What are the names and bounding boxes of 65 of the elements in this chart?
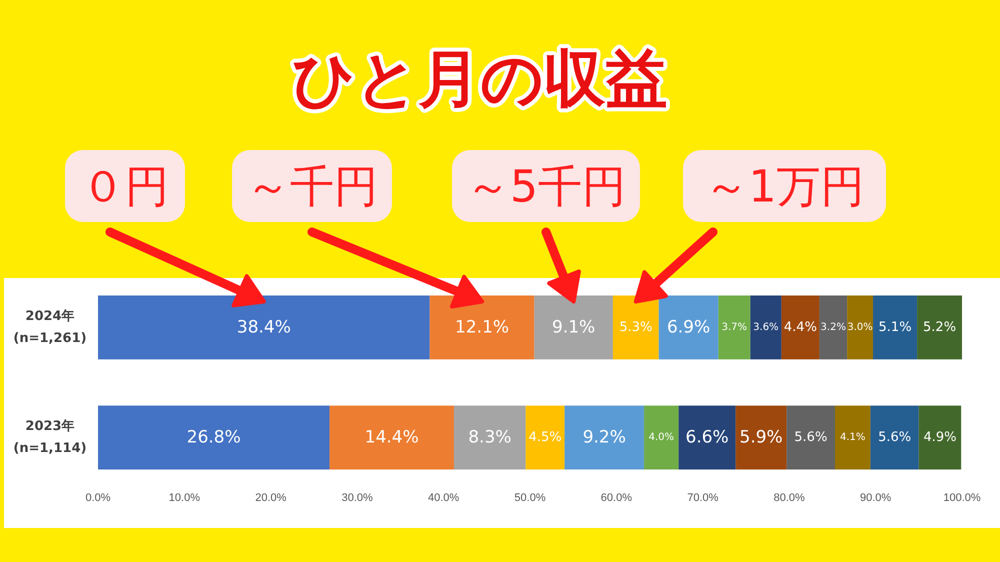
x-tick-label: 80.0% <box>774 492 806 504</box>
x-tick-label: 50.0% <box>514 492 546 504</box>
text: 12.1% <box>455 317 510 338</box>
text: ～千円 <box>246 162 378 212</box>
text: 4.5% <box>528 430 562 446</box>
x-tick-label: 60.0% <box>600 492 632 504</box>
text: 5.1% <box>878 320 912 335</box>
text: 3.0% <box>847 322 873 333</box>
x-tick-label: 10.0% <box>168 492 200 504</box>
bar <box>786 406 835 470</box>
x-tick-label: 40.0% <box>428 492 460 504</box>
bar <box>834 406 870 470</box>
bar <box>819 296 848 360</box>
text: 6.6% <box>686 428 729 448</box>
bar <box>430 296 534 360</box>
text: 5.2% <box>923 320 956 335</box>
chart-title: ひと月の収益 <box>292 42 668 115</box>
text: ～1万円 <box>704 162 864 212</box>
bar <box>847 296 874 360</box>
bar <box>534 296 613 360</box>
bar <box>917 296 962 360</box>
bar <box>736 406 787 470</box>
series-label: ～5千円 <box>466 162 626 212</box>
bar <box>873 296 918 360</box>
bar <box>98 296 430 360</box>
text: 9.1% <box>552 317 596 338</box>
text: 9.2% <box>582 428 626 448</box>
x-tick-label: 0.0% <box>85 492 111 504</box>
series-label: ０円 <box>81 162 169 212</box>
text: 4.1% <box>840 432 866 444</box>
text: 4.4% <box>784 320 817 335</box>
text: 5.6% <box>794 430 828 446</box>
text: 26.8% <box>186 428 241 448</box>
bar <box>678 406 736 470</box>
text: 5.6% <box>878 430 912 446</box>
bar <box>330 406 454 470</box>
bar <box>750 296 782 360</box>
text: 4.9% <box>923 430 956 446</box>
bar <box>918 406 962 470</box>
bar <box>454 406 526 470</box>
bar <box>526 406 565 470</box>
bar <box>564 406 644 470</box>
text: 4.0% <box>648 432 674 444</box>
text: 6.9% <box>666 317 710 338</box>
y-tick-label: 2024年 (n=1,261) <box>13 308 87 346</box>
x-tick-label: 70.0% <box>687 492 719 504</box>
text: 38.4% <box>236 317 291 338</box>
x-tick-label: 30.0% <box>342 492 374 504</box>
x-tick-label: 20.0% <box>255 492 287 504</box>
text: 3.7% <box>722 322 748 333</box>
bar <box>658 296 718 360</box>
text: 5.9% <box>740 428 783 448</box>
text: 3.6% <box>753 322 779 333</box>
x-tick-label: 90.0% <box>860 492 892 504</box>
bar <box>781 296 820 360</box>
bar <box>718 296 750 360</box>
text: 14.4% <box>364 428 419 448</box>
bar <box>870 406 919 470</box>
text: 5.3% <box>619 320 652 335</box>
x-tick-label: 100.0% <box>943 492 981 504</box>
bar <box>98 406 330 470</box>
y-tick-label: 2023年 (n=1,114) <box>13 419 87 456</box>
text: 8.3% <box>468 428 512 448</box>
text: 3.2% <box>820 322 846 333</box>
bar <box>644 406 679 470</box>
